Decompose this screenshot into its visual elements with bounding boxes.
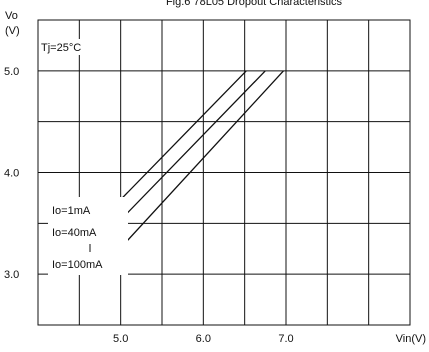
x-axis-label: Vin(V) [396, 333, 426, 345]
condition-label-bg [40, 39, 96, 55]
series-line-2 [111, 70, 266, 229]
series-label-io-100ma: Io=100mA [52, 259, 103, 271]
plot-border [37, 19, 411, 326]
condition-label: Tj=25°C [41, 42, 81, 54]
series-label-box [48, 197, 128, 275]
series-label-io-40ma: Io=40mA [52, 227, 97, 239]
x-tick-label: 5.0 [113, 333, 128, 345]
series-label-io-1ma: Io=1mA [52, 205, 91, 217]
x-tick-label: 6.0 [196, 333, 211, 345]
series-line-1 [111, 70, 247, 209]
x-tick-label: 7.0 [278, 333, 293, 345]
y-tick-label: 5.0 [4, 66, 19, 78]
y-axis-unit: (V) [5, 25, 20, 37]
chart-title: Fig.6 78L05 Dropout Characteristics [166, 0, 343, 8]
y-axis-label: Vo [5, 10, 18, 22]
y-tick-label: 4.0 [4, 168, 19, 180]
y-tick-label: 3.0 [4, 269, 19, 281]
series-line-3 [111, 70, 284, 258]
